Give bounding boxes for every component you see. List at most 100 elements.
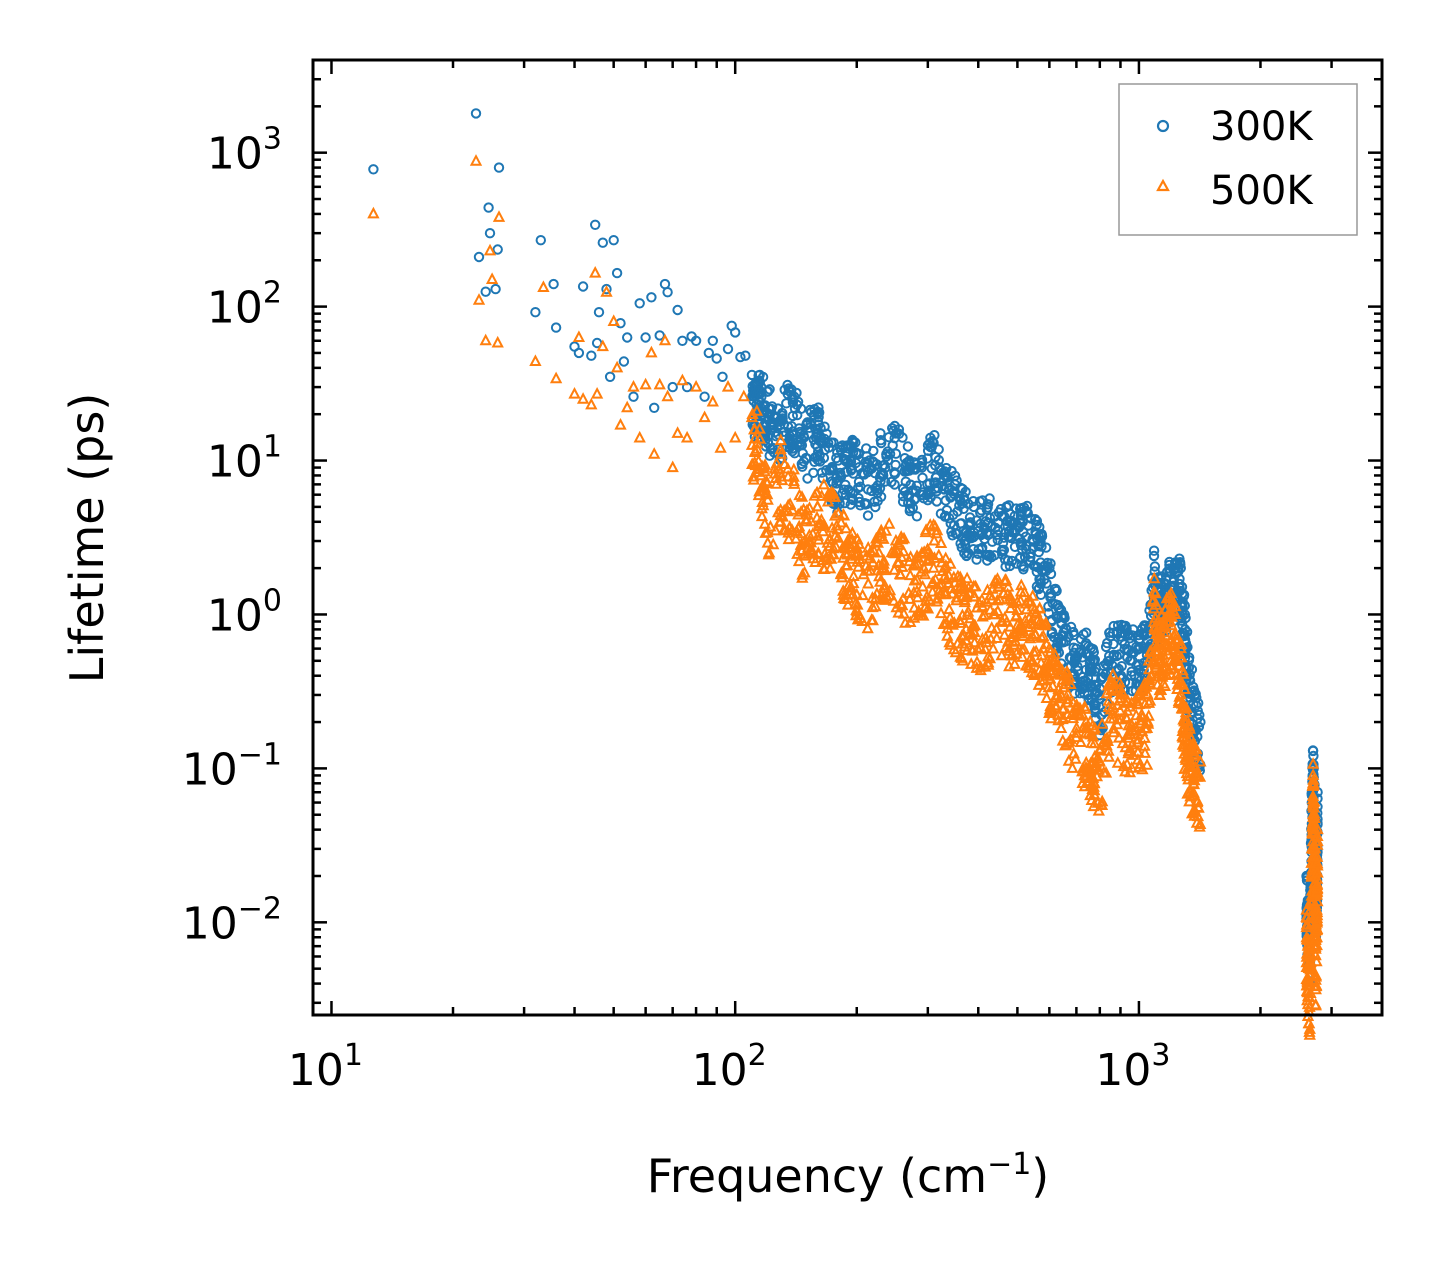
cloud-point-500k xyxy=(1310,938,1323,951)
cloud-point-500k xyxy=(841,597,855,610)
x-tick-label-0: 101 xyxy=(288,1038,363,1096)
cloud-point-300k xyxy=(930,477,941,488)
cloud-point-500k xyxy=(929,572,942,585)
cloud-point-500k xyxy=(891,545,904,557)
data-point-300k-29 xyxy=(634,298,645,309)
cloud-point-500k xyxy=(998,610,1011,623)
cloud-point-500k xyxy=(1172,658,1186,671)
legend: 300K 500K xyxy=(1118,83,1358,236)
cloud-point-500k xyxy=(1080,755,1093,768)
cloud-point-500k xyxy=(869,599,882,612)
cloud-point-500k xyxy=(1054,721,1068,733)
cloud-point-500k xyxy=(969,579,982,592)
cloud-point-300k xyxy=(1193,697,1204,709)
cloud-point-500k xyxy=(927,561,940,573)
cloud-point-500k xyxy=(956,653,969,666)
data-point-300k-19 xyxy=(593,307,605,318)
cloud-point-500k xyxy=(812,532,825,545)
data-point-300k-22 xyxy=(604,371,616,382)
cloud-point-500k xyxy=(976,632,989,644)
cloud-point-500k xyxy=(1062,754,1075,766)
cloud-point-500k xyxy=(1180,701,1193,713)
cloud-point-500k xyxy=(1070,721,1083,733)
cloud-point-500k xyxy=(921,601,935,614)
cloud-point-500k xyxy=(841,558,854,570)
cloud-point-300k xyxy=(860,499,871,510)
cloud-point-500k xyxy=(1177,667,1190,679)
cloud-point-500k xyxy=(894,567,907,580)
cloud-point-500k xyxy=(1026,589,1039,601)
cloud-point-500k xyxy=(829,540,843,552)
cloud-point-500k xyxy=(781,461,794,474)
cloud-point-500k xyxy=(1088,787,1101,800)
data-point-300k-37 xyxy=(672,304,683,316)
cloud-point-500k xyxy=(1107,721,1120,734)
data-point-300k-43 xyxy=(703,347,714,359)
cloud-point-300k xyxy=(971,554,982,565)
cloud-point-300k xyxy=(924,478,935,489)
cloud-point-500k xyxy=(1096,794,1109,807)
cloud-point-300k xyxy=(872,485,883,496)
cloud-point-300k xyxy=(866,485,877,497)
cloud-point-300k xyxy=(1108,649,1120,660)
cloud-point-500k xyxy=(1158,679,1172,691)
data-point-300k-49 xyxy=(730,327,741,338)
cloud-point-500k xyxy=(1160,591,1173,604)
cloud-point-500k xyxy=(761,525,774,538)
cloud-point-300k xyxy=(1072,661,1083,672)
cloud-point-500k xyxy=(1310,954,1323,967)
cloud-point-300k xyxy=(1016,560,1027,571)
cloud-point-300k xyxy=(795,428,806,440)
cloud-point-500k xyxy=(800,503,814,516)
cloud-point-500k xyxy=(968,589,981,602)
cloud-point-300k xyxy=(881,451,892,462)
data-point-500k-9 xyxy=(537,280,550,292)
cloud-point-500k xyxy=(754,468,768,481)
cloud-point-500k xyxy=(767,537,780,550)
cloud-point-500k xyxy=(866,555,880,568)
cloud-point-500k xyxy=(951,636,964,649)
cloud-point-300k xyxy=(1102,637,1113,649)
cloud-point-500k xyxy=(805,514,818,527)
cloud-point-500k xyxy=(1060,666,1073,678)
cloud-point-500k xyxy=(1036,683,1050,696)
cloud-point-500k xyxy=(937,617,950,629)
legend-marker-300k xyxy=(1156,119,1170,133)
cloud-point-500k xyxy=(939,559,953,571)
data-point-500k-18 xyxy=(600,285,613,297)
cloud-point-500k xyxy=(1034,655,1048,668)
cloud-point-500k xyxy=(853,552,866,564)
cloud-point-500k xyxy=(793,488,806,501)
cloud-point-500k xyxy=(757,479,770,492)
cloud-point-500k xyxy=(1120,757,1134,769)
cloud-point-500k xyxy=(776,509,789,522)
cloud-point-300k xyxy=(793,423,805,434)
cloud-point-500k xyxy=(1052,657,1065,670)
cloud-point-300k xyxy=(996,510,1007,522)
cloud-point-500k xyxy=(1123,741,1137,754)
cloud-point-500k xyxy=(932,548,945,561)
y-tick-label-3: 101 xyxy=(207,430,282,488)
cloud-point-500k xyxy=(951,569,965,582)
cloud-point-500k xyxy=(1082,774,1095,787)
cloud-point-500k xyxy=(1125,696,1138,708)
cloud-point-500k xyxy=(864,545,877,557)
data-point-500k-29 xyxy=(658,333,672,346)
cloud-point-300k xyxy=(1176,581,1188,593)
cloud-point-500k xyxy=(876,591,890,603)
data-point-300k-10 xyxy=(535,235,546,246)
cloud-point-500k xyxy=(1176,678,1190,690)
cloud-point-500k xyxy=(831,531,845,543)
cloud-point-500k xyxy=(1167,604,1180,617)
cloud-point-300k xyxy=(1039,560,1050,571)
cloud-point-500k xyxy=(828,490,842,502)
cloud-point-500k xyxy=(982,649,995,662)
cloud-point-500k xyxy=(1066,761,1079,773)
y-tick-label-0: 10−2 xyxy=(182,891,282,949)
data-point-300k-45 xyxy=(711,353,722,364)
cloud-point-500k xyxy=(755,509,769,522)
cloud-point-500k xyxy=(896,591,910,604)
cloud-point-300k xyxy=(826,461,838,473)
cloud-point-500k xyxy=(919,594,932,606)
cloud-point-300k xyxy=(905,479,916,490)
